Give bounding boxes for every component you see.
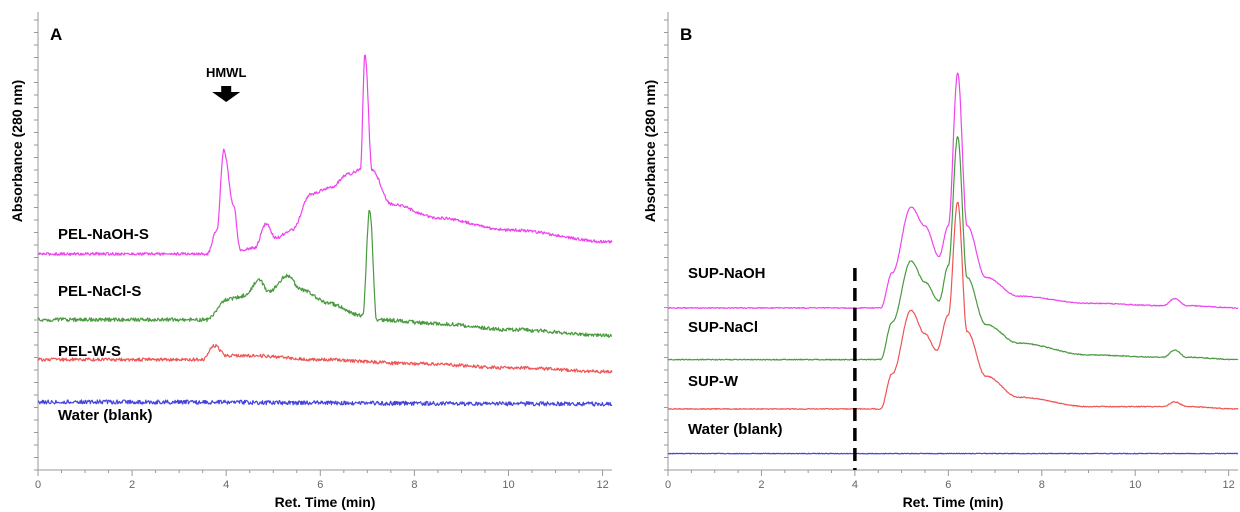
series-line-sup-naoh: [667, 72, 1239, 309]
x-tick-label: 8: [411, 479, 417, 491]
series-label: SUP-NaOH: [688, 265, 766, 282]
x-tick-label: 0: [665, 479, 671, 491]
series-label: PEL-NaOH-S: [58, 226, 149, 243]
panel-a: 0 2 4 6 8 10 12 Ret. Time (min) Absorbance (280 …: [9, 12, 613, 510]
x-tick-label: 12: [1223, 479, 1235, 491]
panel-label: A: [50, 25, 62, 44]
x-tick-label: 2: [758, 479, 764, 491]
series-line-water-blank: [37, 399, 613, 407]
series-label: SUP-NaCl: [688, 319, 758, 336]
series-line-pel-nacl-s: [37, 210, 613, 338]
series-label: Water (blank): [58, 407, 152, 424]
y-axis-title: Absorbance (280 nm): [9, 80, 25, 222]
x-tick-label: 6: [945, 479, 951, 491]
x-axis-title: Ret. Time (min): [275, 494, 376, 510]
series-label: PEL-W-S: [58, 343, 121, 360]
series-label: SUP-W: [688, 373, 739, 390]
annotation-label: HMWL: [206, 65, 246, 80]
series-label: Water (blank): [688, 421, 782, 438]
arrow-down-icon: [212, 86, 241, 102]
x-tick-label: 10: [1129, 479, 1141, 491]
series-line-water-blank: [667, 452, 1239, 455]
x-axis-title: Ret. Time (min): [903, 494, 1004, 510]
series-line-pel-naoh-s: [38, 54, 613, 256]
x-tick-label: 6: [317, 479, 323, 491]
x-tick-label: 12: [596, 479, 608, 491]
panel-label: B: [680, 25, 692, 44]
series-line-pel-w-s: [37, 344, 613, 374]
x-tick-label: 0: [35, 479, 41, 491]
x-tick-label: 10: [502, 479, 514, 491]
series-line-sup-nacl: [667, 136, 1239, 361]
x-tick-label: 2: [129, 479, 135, 491]
x-tick-label: 4: [223, 479, 229, 491]
x-tick-label: 8: [1039, 479, 1045, 491]
series-line-sup-w: [668, 201, 1239, 410]
panel-b: 0 2 4 6 8 10 12 Ret. Time (min) Absorbance (280 …: [642, 12, 1239, 510]
y-axis-title: Absorbance (280 nm): [642, 80, 658, 222]
series-label: PEL-NaCl-S: [58, 283, 141, 300]
x-tick-label: 4: [852, 479, 858, 491]
